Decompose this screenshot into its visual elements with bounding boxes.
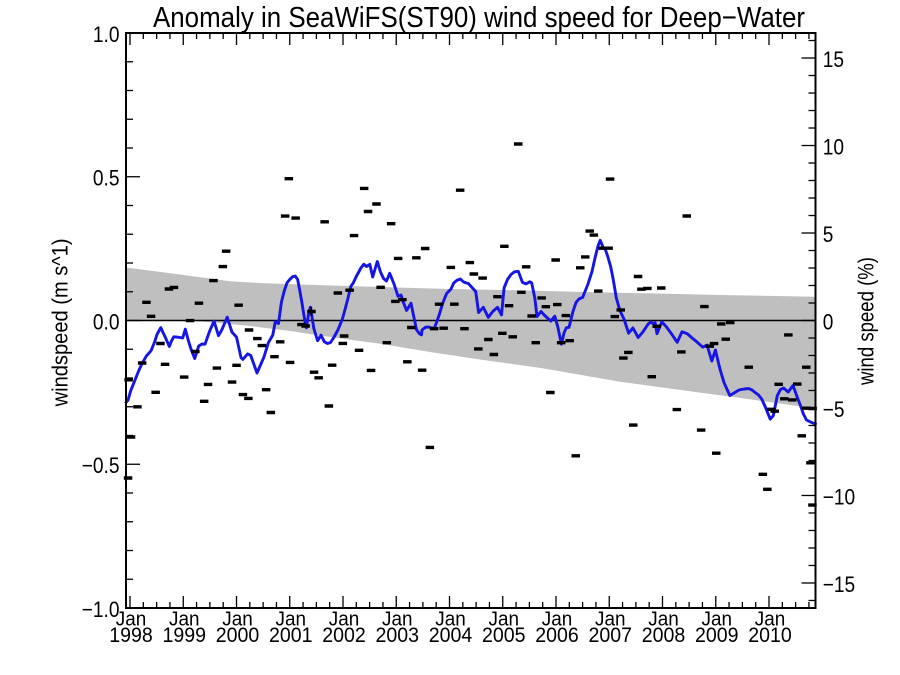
svg-text:2003: 2003 — [376, 624, 420, 647]
svg-text:5: 5 — [823, 222, 834, 247]
svg-text:Jan: Jan — [755, 608, 786, 631]
svg-text:2001: 2001 — [269, 624, 313, 647]
svg-text:−5: −5 — [823, 397, 845, 422]
svg-text:Jan: Jan — [489, 608, 520, 631]
svg-text:2002: 2002 — [322, 624, 366, 647]
svg-text:−15: −15 — [823, 572, 856, 597]
svg-text:Jan: Jan — [329, 608, 360, 631]
svg-text:2006: 2006 — [535, 624, 579, 647]
svg-text:Jan: Jan — [276, 608, 307, 631]
svg-text:Anomaly in SeaWiFS(ST90) wind: Anomaly in SeaWiFS(ST90) wind speed for … — [153, 2, 805, 34]
svg-text:0: 0 — [823, 309, 834, 334]
svg-text:2007: 2007 — [589, 624, 633, 647]
svg-text:Jan: Jan — [542, 608, 573, 631]
svg-text:0.0: 0.0 — [93, 309, 120, 334]
svg-text:2009: 2009 — [695, 624, 739, 647]
svg-text:Jan: Jan — [648, 608, 679, 631]
svg-text:2010: 2010 — [748, 624, 792, 647]
svg-text:Jan: Jan — [169, 608, 200, 631]
svg-text:windspeed (m s^1): windspeed (m s^1) — [48, 238, 73, 407]
svg-text:0.5: 0.5 — [93, 166, 120, 191]
svg-text:−1.0: −1.0 — [82, 597, 120, 622]
svg-text:1.0: 1.0 — [93, 22, 120, 47]
svg-text:Jan: Jan — [116, 608, 147, 631]
svg-text:2004: 2004 — [429, 624, 473, 647]
svg-text:2000: 2000 — [216, 624, 260, 647]
svg-text:1998: 1998 — [109, 624, 153, 647]
svg-text:Jan: Jan — [222, 608, 253, 631]
svg-text:10: 10 — [823, 134, 844, 159]
svg-text:Jan: Jan — [702, 608, 733, 631]
svg-text:2005: 2005 — [482, 624, 526, 647]
svg-text:wind speed (%): wind speed (%) — [854, 257, 879, 386]
svg-text:Jan: Jan — [382, 608, 413, 631]
svg-text:Jan: Jan — [595, 608, 626, 631]
svg-text:−0.5: −0.5 — [82, 453, 120, 478]
svg-text:1999: 1999 — [163, 624, 207, 647]
svg-text:2008: 2008 — [642, 624, 686, 647]
svg-text:15: 15 — [823, 47, 844, 72]
svg-text:Jan: Jan — [435, 608, 466, 631]
svg-text:−10: −10 — [823, 484, 856, 509]
